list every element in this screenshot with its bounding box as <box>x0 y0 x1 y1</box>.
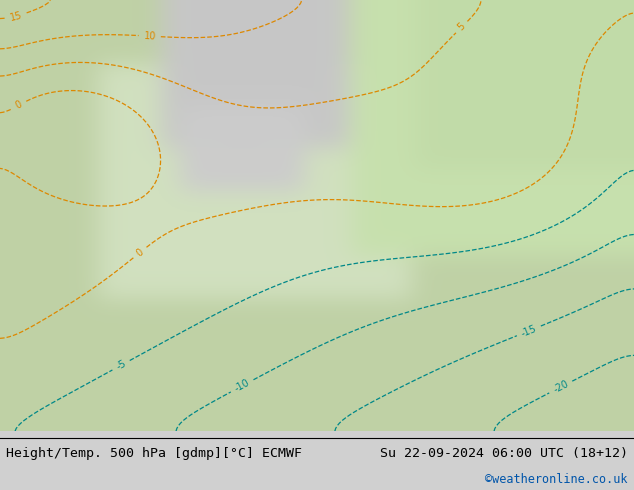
Text: Height/Temp. 500 hPa [gdmp][°C] ECMWF: Height/Temp. 500 hPa [gdmp][°C] ECMWF <box>6 447 302 460</box>
Text: -10: -10 <box>233 378 252 394</box>
Text: 10: 10 <box>143 31 156 42</box>
Text: -15: -15 <box>520 323 538 339</box>
Text: 0: 0 <box>134 246 146 258</box>
Text: -5: -5 <box>114 359 127 372</box>
Text: -20: -20 <box>552 379 570 395</box>
Text: ©weatheronline.co.uk: ©weatheronline.co.uk <box>485 473 628 486</box>
Text: Su 22-09-2024 06:00 UTC (18+12): Su 22-09-2024 06:00 UTC (18+12) <box>380 447 628 460</box>
Text: 15: 15 <box>9 10 23 23</box>
Text: 0: 0 <box>14 99 24 111</box>
Text: 5: 5 <box>456 22 467 33</box>
